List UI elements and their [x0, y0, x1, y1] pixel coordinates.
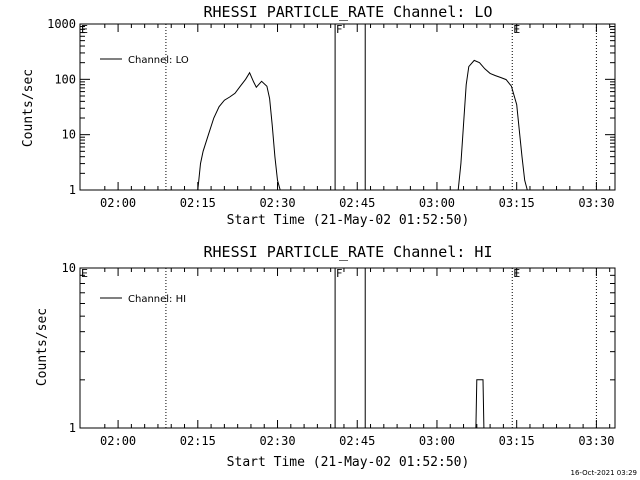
x-tick-label: 02:00	[100, 196, 136, 210]
y-tick-label: 1000	[47, 17, 76, 31]
x-axis-label: Start Time (21-May-02 01:52:50)	[227, 213, 470, 228]
chart-panel-hi: RHESSI PARTICLE_RATE Channel: HI Start T…	[35, 243, 616, 470]
chart-panel-lo: RHESSI PARTICLE_RATE Channel: LO Start T…	[21, 3, 616, 228]
y-tick-label: 1	[69, 421, 76, 435]
event-marker-label: F	[336, 267, 342, 280]
event-marker-label: E	[513, 267, 520, 280]
legend-label: Channel: LO	[128, 55, 189, 66]
plot-frame	[79, 23, 616, 191]
y-axis-label: Counts/sec	[35, 308, 50, 386]
x-tick-label: 02:15	[180, 434, 216, 448]
series-line	[475, 379, 485, 429]
chart-title: RHESSI PARTICLE_RATE Channel: HI	[204, 243, 493, 261]
series-line	[197, 59, 528, 191]
x-tick-label: 03:00	[419, 434, 455, 448]
y-tick-label: 10	[62, 128, 76, 142]
event-marker-label: E	[81, 267, 88, 280]
x-tick-label: 03:15	[499, 196, 535, 210]
x-axis-label: Start Time (21-May-02 01:52:50)	[227, 455, 470, 470]
x-tick-label: 03:30	[578, 434, 614, 448]
x-tick-label: 02:00	[100, 434, 136, 448]
event-marker-label: E	[513, 23, 520, 36]
y-tick-label: 100	[54, 72, 76, 86]
x-tick-label: 02:30	[259, 196, 295, 210]
x-tick-label: 02:15	[180, 196, 216, 210]
y-tick-label: 10	[62, 261, 76, 275]
x-tick-label: 03:30	[578, 196, 614, 210]
y-axis-label: Counts/sec	[21, 69, 36, 147]
legend-label: Channel: HI	[128, 294, 186, 305]
event-marker-label: E	[81, 23, 88, 36]
plot-frame	[79, 267, 616, 429]
x-tick-label: 03:00	[419, 196, 455, 210]
x-tick-label: 02:45	[339, 434, 375, 448]
x-tick-label: 02:30	[259, 434, 295, 448]
y-tick-label: 1	[69, 183, 76, 197]
x-tick-label: 03:15	[499, 434, 535, 448]
x-tick-label: 02:45	[339, 196, 375, 210]
chart-title: RHESSI PARTICLE_RATE Channel: LO	[204, 3, 493, 21]
event-marker-label: F	[336, 23, 342, 36]
timestamp: 16-Oct-2021 03:29	[571, 469, 637, 477]
